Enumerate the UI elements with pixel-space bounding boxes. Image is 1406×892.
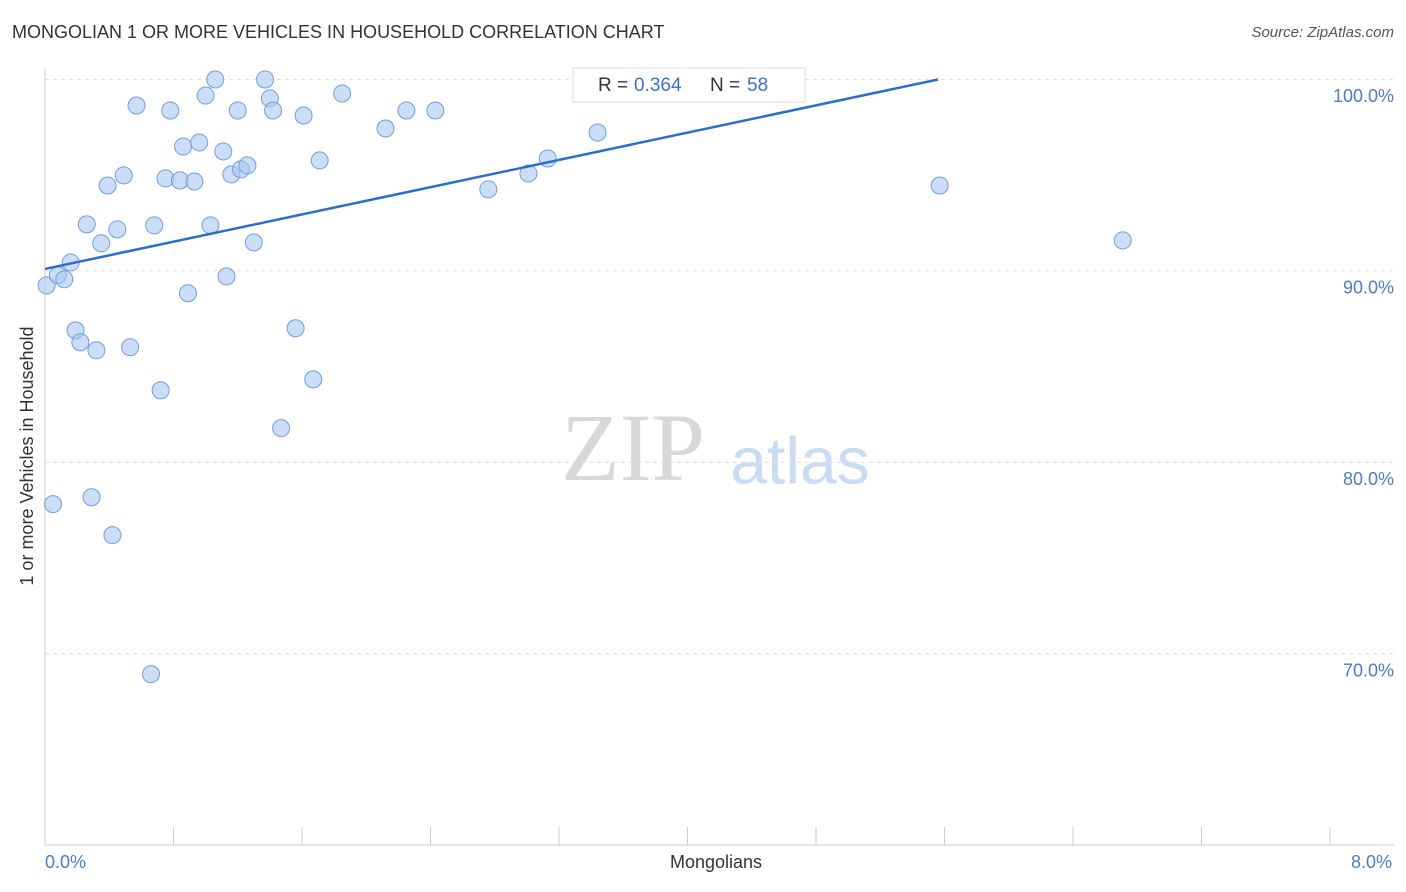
point [304,370,323,389]
stats-box-frame [572,67,806,103]
point [103,526,122,545]
point [426,101,445,120]
point [930,176,949,195]
point [1113,231,1132,250]
point [333,84,352,103]
point [272,419,291,438]
point [77,215,96,234]
point [71,333,90,352]
point [142,665,161,684]
point [161,101,180,120]
point [228,101,247,120]
point [397,101,416,120]
point [108,220,127,239]
y-axis-title: 1 or more Vehicles in Household [17,326,37,585]
trend-line [44,78,939,271]
point [121,338,140,357]
y-tick-label: 80.0% [1343,469,1394,489]
point [145,216,164,235]
point [244,233,263,252]
stats-box: R = 0.364 N = 58 [572,67,806,103]
watermark: ZIP [561,394,705,501]
point [151,381,170,400]
point [256,70,275,89]
point [185,172,204,191]
point [479,180,498,199]
point [376,119,395,138]
r-value: 0.364 [634,75,682,96]
x-tick-label: 8.0% [1351,852,1392,872]
y-tick-label: 100.0% [1333,86,1394,106]
point [37,276,56,295]
y-tick-label: 70.0% [1343,660,1394,680]
plot-area [37,70,1394,684]
point [55,270,74,289]
r-label: R = [598,75,628,96]
point [217,267,236,286]
source: Source: ZipAtlas.com [1251,24,1394,41]
point [519,164,538,183]
point [87,341,106,360]
point [127,96,146,115]
n-value: 58 [747,75,768,96]
point [92,234,111,253]
point [190,133,209,152]
watermark: atlas [730,423,869,497]
point [310,151,329,170]
point [286,319,305,338]
point [214,142,233,161]
point [588,123,607,142]
point [201,216,220,235]
point [178,284,197,303]
chart-title: MONGOLIAN 1 OR MORE VEHICLES IN HOUSEHOL… [12,22,664,42]
n-label: N = [710,75,740,96]
point [82,488,101,507]
x-tick-label: 0.0% [45,852,86,872]
point [98,176,117,195]
point [44,495,63,514]
point [206,70,225,89]
point [114,166,133,185]
point [196,86,215,105]
point [174,137,193,156]
point [294,106,313,125]
x-axis-title: Mongolians [670,852,762,872]
point [264,101,283,120]
point [238,156,257,175]
y-tick-label: 90.0% [1343,278,1394,298]
